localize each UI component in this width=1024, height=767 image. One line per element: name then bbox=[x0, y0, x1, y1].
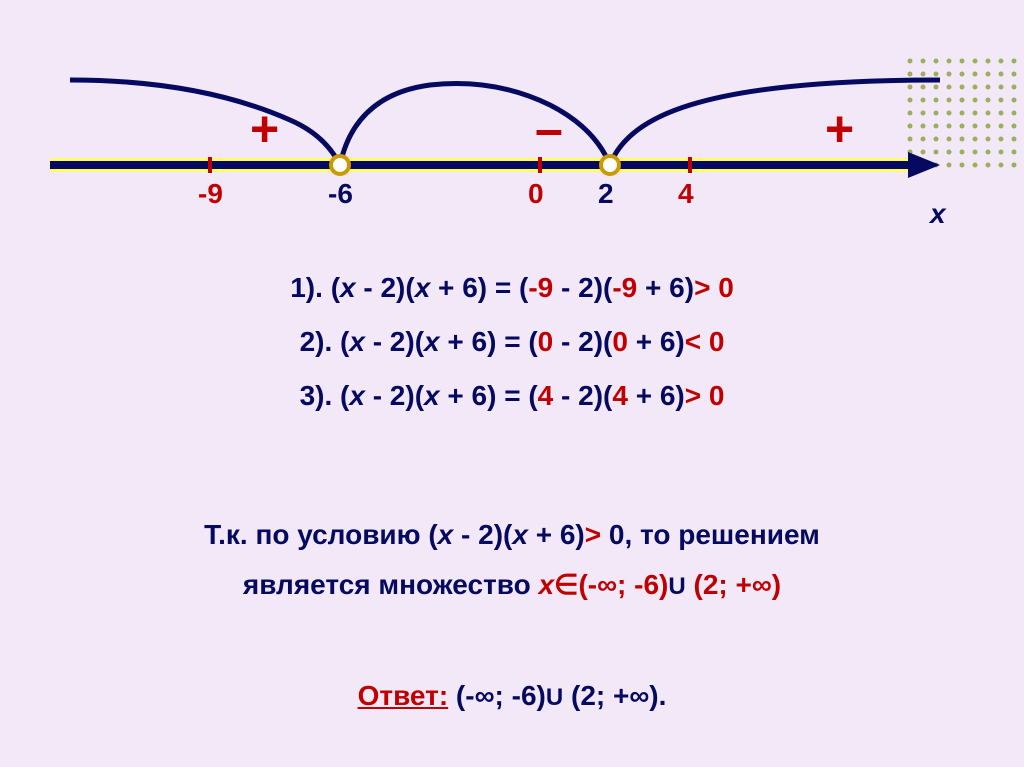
eq1-mid1: - 2)( bbox=[356, 272, 415, 303]
eq2-x1: х bbox=[349, 326, 365, 357]
tick-label-0: 0 bbox=[528, 178, 544, 210]
eq1-mid4: + 6) bbox=[637, 272, 694, 303]
concl-gt: > bbox=[585, 519, 601, 550]
tick-label-neg6: -6 bbox=[328, 178, 353, 210]
eq3-mid3: - 2)( bbox=[553, 380, 612, 411]
eq3-mid4: + 6) bbox=[628, 380, 685, 411]
concl-p1: Т.к. по условию ( bbox=[204, 519, 438, 550]
eq2-cmp: < 0 bbox=[685, 326, 725, 357]
equation-2: 2). (х - 2)(х + 6) = (0 - 2)(0 + 6)< 0 bbox=[0, 326, 1024, 358]
tick-label-2: 2 bbox=[598, 178, 614, 210]
eq2-mid4: + 6) bbox=[628, 326, 685, 357]
eq3-v2: 4 bbox=[612, 380, 628, 411]
sign-plus-right: + bbox=[825, 100, 854, 158]
tick-label-4: 4 bbox=[678, 178, 694, 210]
eq3-v1: 4 bbox=[538, 380, 554, 411]
tick-label-neg9: -9 bbox=[198, 178, 223, 210]
axis-arrow bbox=[908, 152, 940, 178]
conclusion-text: Т.к. по условию (х - 2)(х + 6)> 0, то ре… bbox=[0, 510, 1024, 611]
curve-middle bbox=[340, 84, 610, 165]
eq2-x2: х bbox=[424, 326, 440, 357]
concl-p2: - 2)( bbox=[453, 519, 512, 550]
eq2-mid1: - 2)( bbox=[365, 326, 424, 357]
concl2-x: х bbox=[538, 569, 554, 600]
concl2-elem: ∈ bbox=[554, 569, 578, 600]
eq1-mid3: - 2)( bbox=[553, 272, 612, 303]
concl-p4: 0, то решением bbox=[601, 519, 820, 550]
eq2-v1: 0 bbox=[538, 326, 554, 357]
concl2-b: (-∞; -6) bbox=[578, 569, 668, 600]
eq2-prefix: 2). ( bbox=[300, 326, 350, 357]
answer-val1: (-∞; -6) bbox=[448, 680, 546, 711]
eq3-x1: х bbox=[349, 380, 365, 411]
x-axis-label: х bbox=[930, 198, 946, 230]
eq1-mid2: + 6) = ( bbox=[430, 272, 528, 303]
concl2-a: является множество bbox=[243, 569, 539, 600]
eq1-x2: х bbox=[415, 272, 431, 303]
equation-3: 3). (х - 2)(х + 6) = (4 - 2)(4 + 6)> 0 bbox=[0, 380, 1024, 412]
curve-right bbox=[610, 80, 940, 165]
equation-1: 1). (х - 2)(х + 6) = (-9 - 2)(-9 + 6)> 0 bbox=[0, 272, 1024, 304]
concl-p3: + 6) bbox=[528, 519, 585, 550]
concl-x1: х bbox=[438, 519, 454, 550]
concl2-c: (2; +∞) bbox=[686, 569, 781, 600]
eq1-v2: -9 bbox=[612, 272, 637, 303]
equations-block: 1). (х - 2)(х + 6) = (-9 - 2)(-9 + 6)> 0… bbox=[0, 250, 1024, 434]
answer-line: Ответ: (-∞; -6)U (2; +∞). bbox=[0, 680, 1024, 712]
sign-minus-mid: – bbox=[535, 100, 563, 158]
answer-u: U bbox=[546, 684, 563, 711]
answer-val2: (2; +∞). bbox=[563, 680, 666, 711]
eq3-mid2: + 6) = ( bbox=[440, 380, 538, 411]
eq2-mid2: + 6) = ( bbox=[440, 326, 538, 357]
eq3-cmp: > 0 bbox=[685, 380, 725, 411]
eq1-cmp: > 0 bbox=[694, 272, 734, 303]
answer-label: Ответ: bbox=[358, 680, 449, 711]
concl2-u: U bbox=[668, 573, 685, 600]
eq1-v1: -9 bbox=[528, 272, 553, 303]
sign-plus-left: + bbox=[250, 100, 279, 158]
eq1-prefix: 1). ( bbox=[290, 272, 340, 303]
eq3-x2: х bbox=[424, 380, 440, 411]
eq2-mid3: - 2)( bbox=[553, 326, 612, 357]
curve-left bbox=[70, 80, 340, 165]
eq1-x1: х bbox=[340, 272, 356, 303]
eq3-prefix: 3). ( bbox=[300, 380, 350, 411]
eq3-mid1: - 2)( bbox=[365, 380, 424, 411]
concl-x2: х bbox=[512, 519, 528, 550]
eq2-v2: 0 bbox=[612, 326, 628, 357]
